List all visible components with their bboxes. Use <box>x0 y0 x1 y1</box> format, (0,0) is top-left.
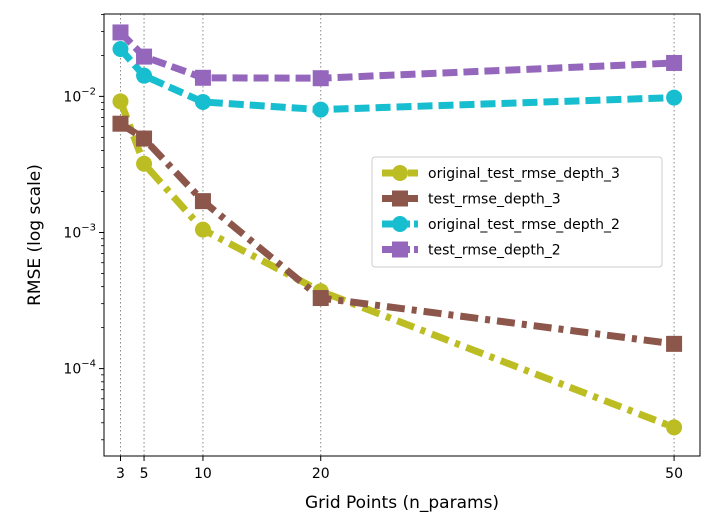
data-point <box>194 193 211 210</box>
legend-entry: original_test_rmse_depth_3 <box>382 165 620 182</box>
y-axis-label: RMSE (log scale) <box>25 164 45 306</box>
series-test_rmse_depth_2 <box>112 24 683 87</box>
x-tick-label: 3 <box>116 466 125 482</box>
data-point <box>136 130 153 147</box>
data-point <box>112 93 129 110</box>
data-point <box>312 101 329 118</box>
legend: original_test_rmse_depth_3 test_rmse_dept… <box>371 156 663 268</box>
legend-label: original_test_rmse_depth_2 <box>428 217 620 233</box>
data-point <box>136 67 153 84</box>
data-point <box>136 48 153 65</box>
data-point <box>666 335 683 352</box>
legend-label: original_test_rmse_depth_3 <box>428 166 620 182</box>
y-axis-ticks: 10−2 10−3 10−4 <box>63 14 104 441</box>
data-point <box>312 70 329 87</box>
x-tick-label: 50 <box>665 466 683 482</box>
legend-marker <box>392 165 408 181</box>
data-point <box>194 221 211 238</box>
series-line <box>117 46 675 114</box>
data-point <box>112 115 129 132</box>
data-point <box>112 24 129 41</box>
y-tick-label: 10−4 <box>63 359 96 378</box>
y-tick-label: 10−3 <box>63 222 96 241</box>
x-tick-label: 5 <box>140 466 149 482</box>
data-point <box>136 155 153 172</box>
legend-marker <box>392 241 408 258</box>
data-point <box>194 69 211 86</box>
data-point <box>666 54 683 71</box>
legend-label: test_rmse_depth_3 <box>428 192 561 208</box>
data-point <box>312 290 329 307</box>
data-point <box>194 93 211 110</box>
legend-marker <box>392 216 408 232</box>
legend-label: test_rmse_depth_2 <box>428 243 561 259</box>
x-axis-label: Grid Points (n_params) <box>305 493 499 513</box>
legend-entry: test_rmse_depth_3 <box>382 190 561 208</box>
series-test_rmse_depth_3 <box>112 115 683 352</box>
plot-frame <box>103 13 701 457</box>
y-tick-label: 10−2 <box>63 86 96 105</box>
x-axis-ticks: 3 5 10 20 50 <box>116 456 683 482</box>
x-tick-label: 20 <box>312 466 330 482</box>
legend-entry: test_rmse_depth_2 <box>382 241 561 259</box>
data-point <box>666 89 683 106</box>
legend-marker <box>392 190 408 207</box>
series-original_test_rmse_depth_2 <box>112 40 683 118</box>
data-point <box>112 40 129 57</box>
series-layer <box>112 24 683 436</box>
x-tick-label: 10 <box>194 466 212 482</box>
data-point <box>666 419 683 436</box>
legend-entry: original_test_rmse_depth_2 <box>382 216 620 233</box>
legend-box <box>371 156 663 268</box>
